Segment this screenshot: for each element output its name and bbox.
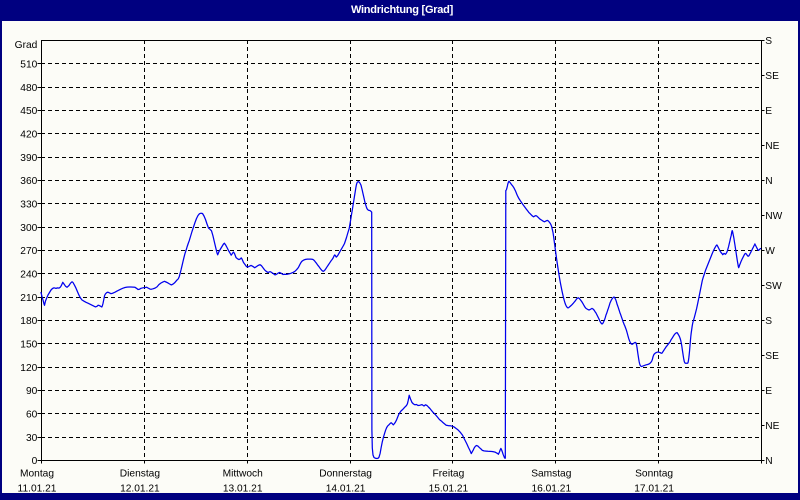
svg-text:Sonntag: Sonntag	[635, 469, 673, 480]
svg-text:E: E	[765, 386, 772, 397]
svg-text:Donnerstag: Donnerstag	[319, 469, 372, 480]
svg-text:Freitag: Freitag	[433, 469, 465, 480]
svg-text:90: 90	[26, 386, 38, 397]
svg-text:13.01.21: 13.01.21	[223, 484, 263, 495]
svg-text:30: 30	[26, 433, 38, 444]
svg-text:NW: NW	[765, 211, 782, 222]
svg-text:S: S	[765, 36, 772, 47]
svg-text:Montag: Montag	[20, 469, 54, 480]
svg-text:SW: SW	[765, 281, 782, 292]
svg-text:17.01.21: 17.01.21	[634, 484, 674, 495]
svg-text:150: 150	[20, 339, 37, 350]
svg-text:N: N	[765, 176, 772, 187]
svg-text:330: 330	[20, 199, 37, 210]
svg-text:15.01.21: 15.01.21	[429, 484, 469, 495]
svg-text:270: 270	[20, 246, 37, 257]
svg-text:390: 390	[20, 153, 37, 164]
svg-text:420: 420	[20, 129, 37, 140]
svg-text:Mittwoch: Mittwoch	[223, 469, 263, 480]
svg-text:S: S	[765, 316, 772, 327]
svg-text:14.01.21: 14.01.21	[326, 484, 366, 495]
svg-text:SE: SE	[765, 71, 779, 82]
svg-text:240: 240	[20, 269, 37, 280]
svg-text:NE: NE	[765, 141, 779, 152]
svg-text:12.01.21: 12.01.21	[120, 484, 160, 495]
svg-text:180: 180	[20, 316, 37, 327]
svg-text:SE: SE	[765, 351, 779, 362]
svg-text:510: 510	[20, 59, 37, 70]
svg-text:60: 60	[26, 409, 38, 420]
svg-text:0: 0	[32, 456, 38, 467]
svg-text:16.01.21: 16.01.21	[531, 484, 571, 495]
svg-text:NE: NE	[765, 421, 779, 432]
svg-text:210: 210	[20, 293, 37, 304]
svg-text:N: N	[765, 456, 772, 467]
svg-text:11.01.21: 11.01.21	[18, 484, 57, 495]
svg-text:Samstag: Samstag	[531, 469, 572, 480]
svg-text:Grad: Grad	[15, 40, 38, 51]
svg-text:120: 120	[20, 363, 37, 374]
svg-text:Dienstag: Dienstag	[120, 469, 161, 480]
svg-text:360: 360	[20, 176, 37, 187]
svg-text:300: 300	[20, 223, 37, 234]
svg-text:450: 450	[20, 106, 37, 117]
svg-text:480: 480	[20, 83, 37, 94]
svg-text:W: W	[765, 246, 775, 257]
svg-text:E: E	[765, 106, 772, 117]
